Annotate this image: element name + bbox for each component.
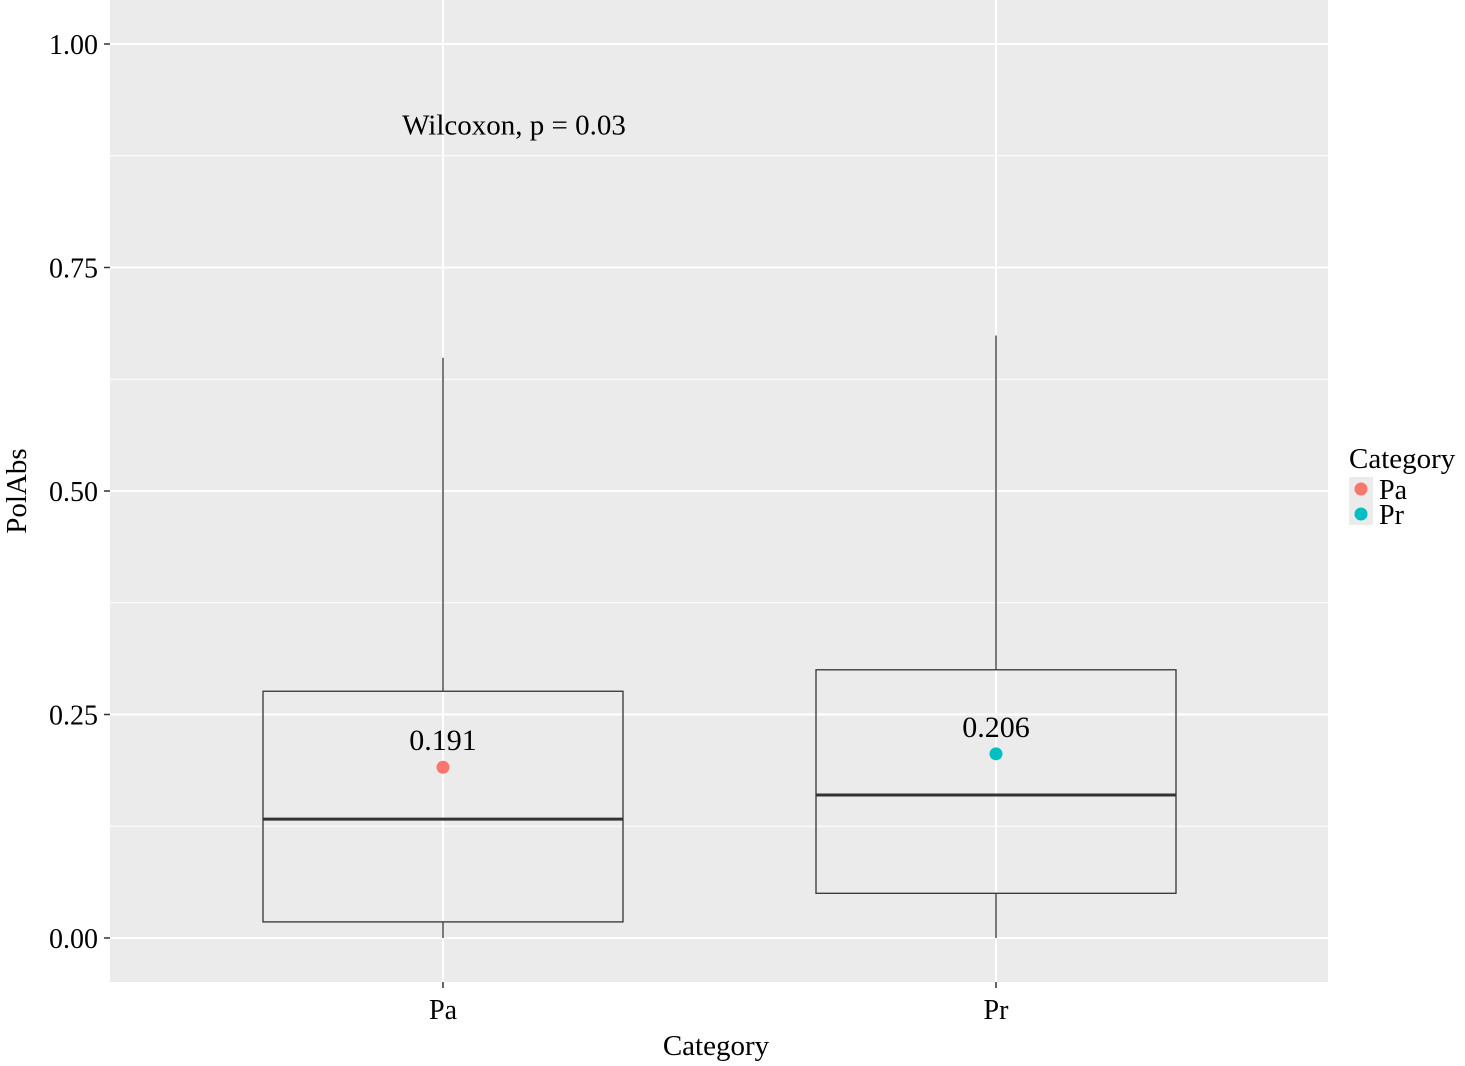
minor-gridlines — [110, 155, 1328, 827]
x-tick-label: Pa — [429, 995, 458, 1026]
boxes-layer: 0.191 0.206 — [262, 335, 1177, 938]
y-axis-title: PolAbs — [1, 448, 33, 533]
y-tick-label: 0.50 — [49, 477, 98, 508]
x-axis: Pa Pr — [429, 982, 1009, 1026]
legend-key-pr — [1354, 507, 1368, 521]
annotation-text: Wilcoxon, p = 0.03 — [402, 109, 626, 141]
legend-label-pr: Pr — [1379, 500, 1405, 531]
mean-point — [989, 747, 1003, 761]
y-tick-label: 0.75 — [49, 254, 98, 285]
box-pa: 0.191 — [262, 357, 624, 938]
box-rect — [262, 690, 624, 923]
legend-label-pa: Pa — [1379, 475, 1408, 506]
y-tick-label: 0.00 — [49, 924, 98, 955]
legend-title: Category — [1349, 443, 1456, 475]
box-rect — [815, 669, 1177, 894]
x-tick-label: Pr — [984, 995, 1010, 1026]
y-tick-label: 0.25 — [49, 701, 98, 732]
x-axis-title: Category — [663, 1030, 770, 1062]
mean-label: 0.206 — [962, 711, 1030, 744]
mean-label: 0.191 — [409, 724, 477, 757]
box-pr: 0.206 — [815, 335, 1177, 938]
legend-key-pa — [1354, 482, 1368, 496]
mean-point — [436, 760, 450, 774]
y-axis: 0.00 0.25 0.50 0.75 1.00 — [49, 30, 110, 955]
y-tick-label: 1.00 — [49, 30, 98, 61]
